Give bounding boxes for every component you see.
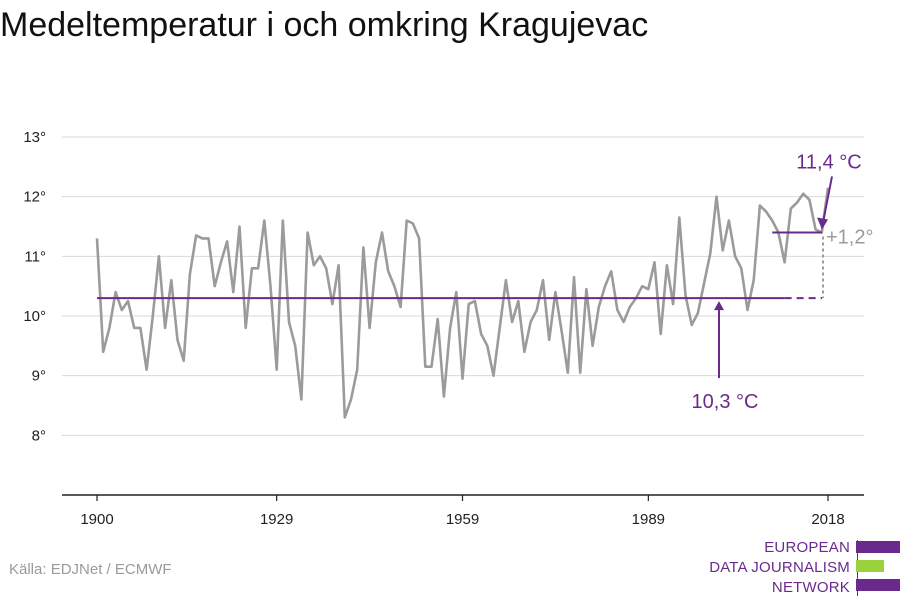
y-tick-label-11: 11° [24,248,46,265]
recent-arrow-shaft [822,176,833,223]
chart-title: Medeltemperatur i och omkring Kragujevac [0,6,649,44]
logo-bar-purple-bottom [856,579,900,591]
y-tick-label-12: 12° [23,189,46,206]
x-tick-label-1959: 1959 [446,511,479,528]
recent-value-label: 11,4 °C [796,151,861,173]
recent-arrow-head [817,217,828,230]
y-axis-tick-labels: 8° 9° 10° 11° 12° 13° [23,129,46,444]
x-tick-label-2018: 2018 [811,511,844,528]
temperature-line [95,187,830,419]
logo-line-3: NETWORK [771,579,850,596]
x-axis: 1900 1929 1959 1989 2018 [62,494,864,528]
source-note: Källa: EDJNet / ECMWF [9,561,172,578]
y-tick-label-8: 8° [32,427,46,444]
x-tick-label-1989: 1989 [632,511,665,528]
y-tick-label-10: 10° [23,308,46,325]
x-tick-label-1929: 1929 [260,511,293,528]
baseline-value-label: 10,3 °C [692,391,759,413]
logo-bar-purple-top [856,541,900,553]
y-tick-label-9: 9° [32,368,46,385]
temperature-series [95,187,830,419]
logo-line-2: DATA JOURNALISM [709,559,850,576]
logo-text: EUROPEAN DATA JOURNALISM NETWORK [709,538,850,598]
logo-bar-green [856,560,884,572]
difference-label: +1,2° [826,226,873,248]
logo-line-1: EUROPEAN [764,539,850,556]
annotations: 10,3 °C 11,4 °C +1,2° [97,151,873,413]
y-tick-label-13: 13° [23,129,46,146]
x-tick-label-1900: 1900 [80,511,113,528]
edjnet-logo: EUROPEAN DATA JOURNALISM NETWORK [690,538,900,598]
baseline-arrow-head [714,301,724,311]
